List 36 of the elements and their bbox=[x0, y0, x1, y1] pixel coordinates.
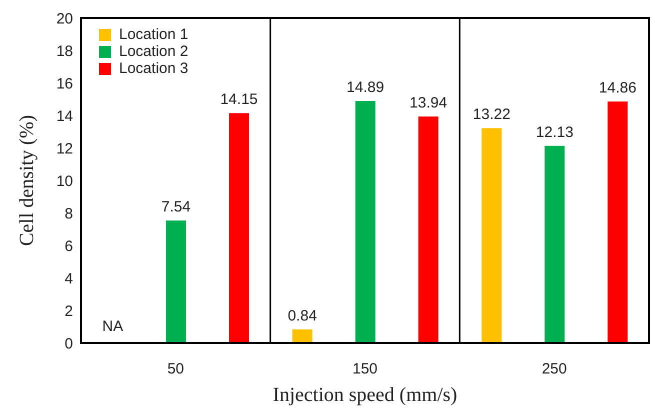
x-axis-title: Injection speed (mm/s) bbox=[272, 384, 458, 406]
bar bbox=[482, 128, 502, 343]
data-label: 0.84 bbox=[288, 307, 317, 324]
data-label: 7.54 bbox=[161, 198, 191, 216]
y-axis-title: Cell density (%) bbox=[16, 114, 38, 246]
y-tick-label: 14 bbox=[56, 108, 73, 125]
data-label: 14.86 bbox=[598, 80, 636, 97]
y-tick-label: 10 bbox=[56, 172, 73, 190]
legend-label: Location 1 bbox=[119, 26, 188, 43]
data-label: 12.13 bbox=[536, 124, 574, 141]
y-tick-label: 8 bbox=[64, 205, 73, 222]
y-tick-label: 4 bbox=[64, 270, 73, 288]
y-tick-label: 2 bbox=[64, 302, 73, 320]
x-tick-label: 150 bbox=[352, 360, 378, 378]
y-tick-label: 20 bbox=[56, 10, 73, 28]
bar bbox=[355, 101, 376, 343]
bar bbox=[166, 220, 186, 343]
bar bbox=[544, 146, 565, 343]
x-tick-label: 250 bbox=[542, 360, 567, 378]
bar bbox=[418, 116, 438, 343]
y-tick-label: 12 bbox=[56, 140, 73, 158]
x-tick-label: 50 bbox=[167, 360, 184, 378]
y-tick-label: 18 bbox=[56, 42, 73, 60]
legend-label: Location 3 bbox=[119, 60, 188, 77]
y-tick-label: 0 bbox=[64, 335, 73, 352]
data-label: 13.94 bbox=[410, 94, 448, 112]
data-label: 14.89 bbox=[346, 79, 384, 96]
y-tick-label: 16 bbox=[56, 75, 73, 92]
bar bbox=[292, 329, 312, 343]
y-tick-label: 6 bbox=[64, 238, 73, 255]
legend-label: Location 2 bbox=[119, 43, 188, 60]
bar bbox=[608, 102, 628, 343]
bar bbox=[229, 113, 249, 343]
data-label: 14.15 bbox=[220, 91, 258, 108]
data-label: 13.22 bbox=[472, 106, 510, 124]
text: NA bbox=[102, 318, 124, 335]
